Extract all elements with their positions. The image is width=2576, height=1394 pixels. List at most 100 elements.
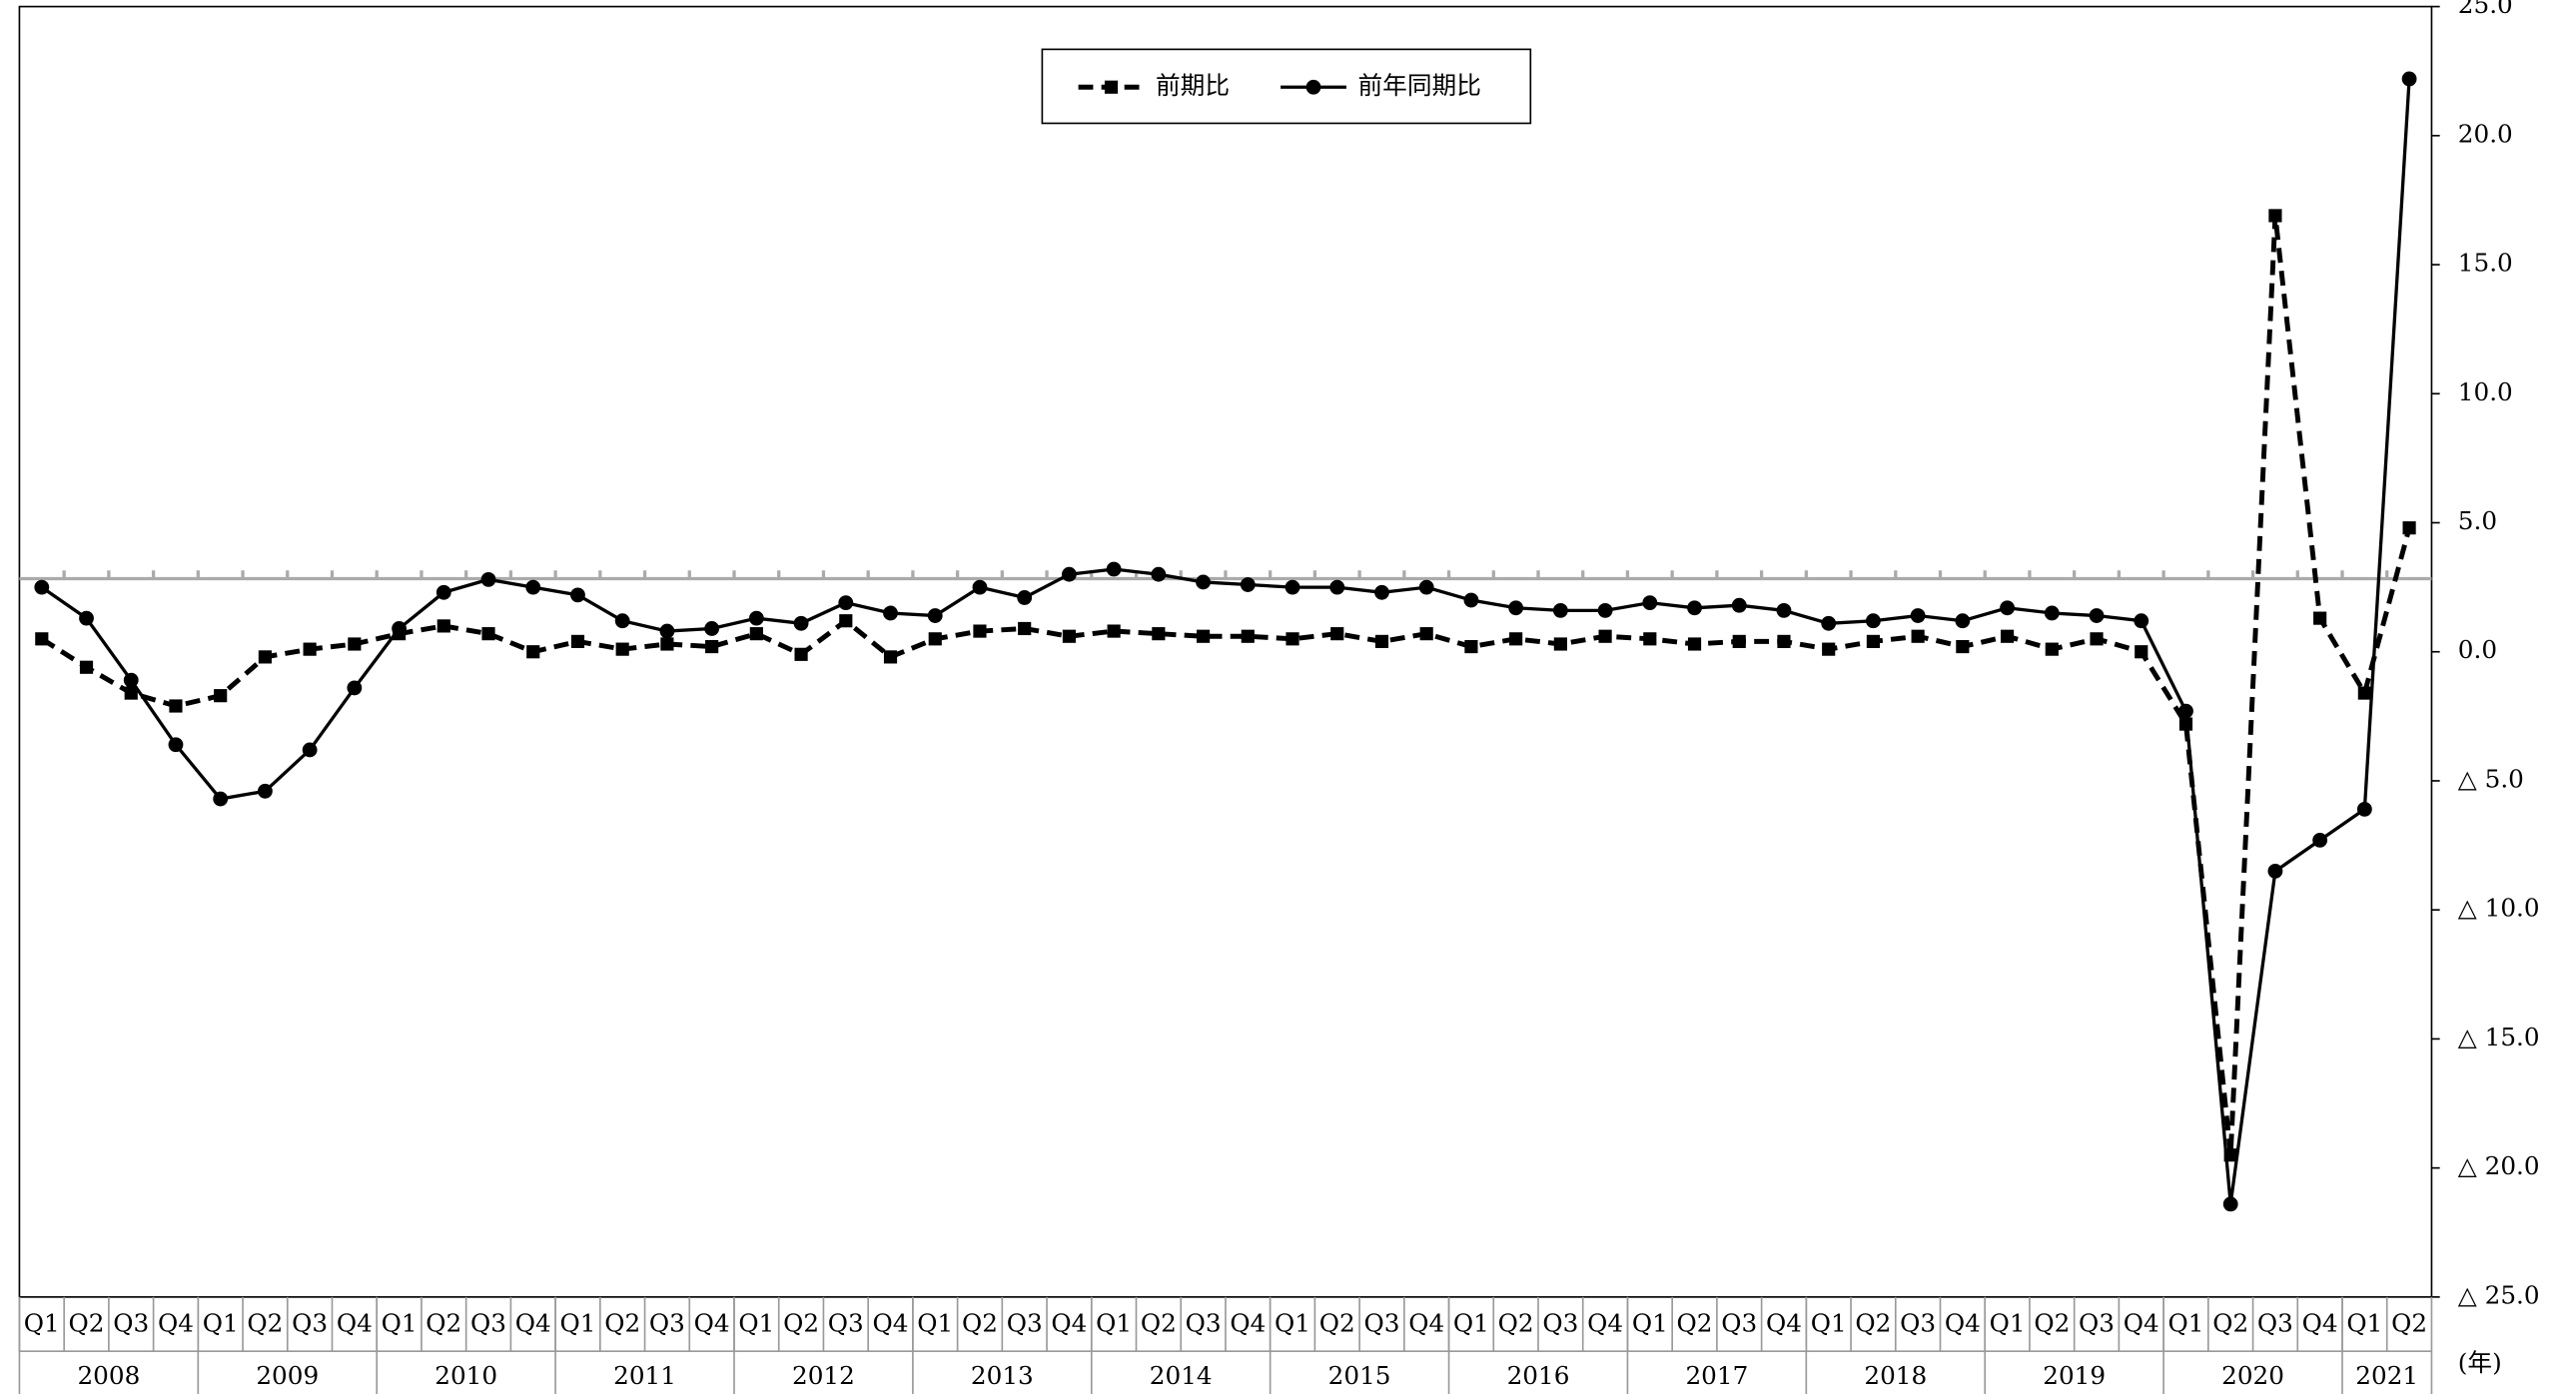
point [2268,209,2282,223]
x-tick-label: Q1 [559,1308,595,1337]
x-year-label: 2009 [256,1361,319,1390]
point [927,608,943,623]
point [347,680,363,696]
x-tick-label: Q2 [604,1308,640,1337]
x-tick-label: Q2 [426,1308,461,1337]
point [1463,592,1479,608]
point [838,595,854,611]
y-tick-label: 0.0 [2458,635,2497,664]
y-tick-label: 20.0 [2458,119,2513,148]
point [1196,629,1211,643]
point [79,610,94,626]
y-tick-label: △ 25.0 [2458,1280,2540,1309]
point [2401,71,2417,87]
x-axis-label: (年) [2458,1348,2502,1377]
point [614,613,630,629]
point [2045,642,2059,656]
x-tick-label: Q1 [1453,1308,1489,1337]
x-tick-label: Q3 [2079,1308,2115,1337]
x-tick-label: Q4 [158,1308,194,1337]
point [1598,629,1612,643]
point [2089,608,2105,623]
point [2135,645,2148,659]
x-year-label: 2020 [2221,1361,2284,1390]
point [1374,584,1389,600]
y-tick-label: △ 15.0 [2458,1023,2540,1051]
x-tick-label: Q3 [1007,1308,1043,1337]
point [1509,632,1523,646]
y-tick-label: △ 20.0 [2458,1151,2540,1180]
y-tick-label: 25.0 [2458,0,2513,19]
x-tick-label: Q4 [1587,1308,1623,1337]
point [1330,627,1344,641]
x-tick-label: Q1 [1811,1308,1847,1337]
x-tick-label: Q3 [649,1308,685,1337]
point [1418,579,1434,595]
point [303,642,317,656]
point [348,637,362,651]
x-tick-label: Q4 [337,1308,373,1337]
x-year-label: 2021 [2355,1361,2418,1390]
x-tick-label: Q3 [1900,1308,1936,1337]
x-tick-label: Q3 [1363,1308,1399,1337]
point [839,614,853,628]
point [481,627,495,641]
point [615,642,629,656]
x-tick-label: Q3 [1721,1308,1757,1337]
point [1241,629,1255,643]
point [659,623,675,639]
point [2357,686,2371,700]
point [2402,521,2416,535]
x-tick-label: Q1 [203,1308,239,1337]
x-year-label: 2008 [77,1361,140,1390]
point [1687,637,1702,651]
point [169,699,183,713]
x-year-label: 2011 [613,1361,676,1390]
point [794,647,808,661]
point [1240,577,1256,592]
x-tick-label: Q1 [1275,1308,1310,1337]
point [1597,602,1613,618]
legend-marker [1104,80,1119,94]
x-tick-label: Q4 [873,1308,909,1337]
legend-label: 前年同期比 [1357,71,1480,100]
point [570,587,585,603]
point [705,639,719,654]
point [1374,634,1389,648]
x-tick-label: Q2 [1855,1308,1891,1337]
x-year-label: 2015 [1328,1361,1391,1390]
x-tick-label: Q2 [1319,1308,1355,1337]
point [2267,864,2283,879]
x-tick-label: Q3 [292,1308,328,1337]
x-tick-label: Q2 [1677,1308,1713,1337]
x-tick-label: Q3 [1186,1308,1222,1337]
point [1151,566,1167,582]
x-tick-label: Q4 [1945,1308,1981,1337]
y-tick-label: △ 5.0 [2458,764,2524,793]
point [1687,600,1702,616]
point [1553,637,1567,651]
point [1552,602,1568,618]
x-tick-label: Q2 [69,1308,105,1337]
point [1152,627,1166,641]
point [79,660,94,674]
point [1196,574,1211,590]
point [1286,632,1299,646]
point [2134,613,2149,629]
y-tick-label: 5.0 [2458,506,2497,535]
point [2313,611,2327,625]
x-year-label: 2010 [434,1361,497,1390]
point [704,621,720,636]
point [1911,629,1925,643]
point [2000,600,2015,616]
point [1017,590,1033,605]
point [525,579,541,595]
point [436,619,450,633]
x-tick-label: Q4 [2124,1308,2159,1337]
point [258,650,272,664]
point [1062,629,1076,643]
x-tick-label: Q1 [1990,1308,2026,1337]
point [1866,634,1881,648]
